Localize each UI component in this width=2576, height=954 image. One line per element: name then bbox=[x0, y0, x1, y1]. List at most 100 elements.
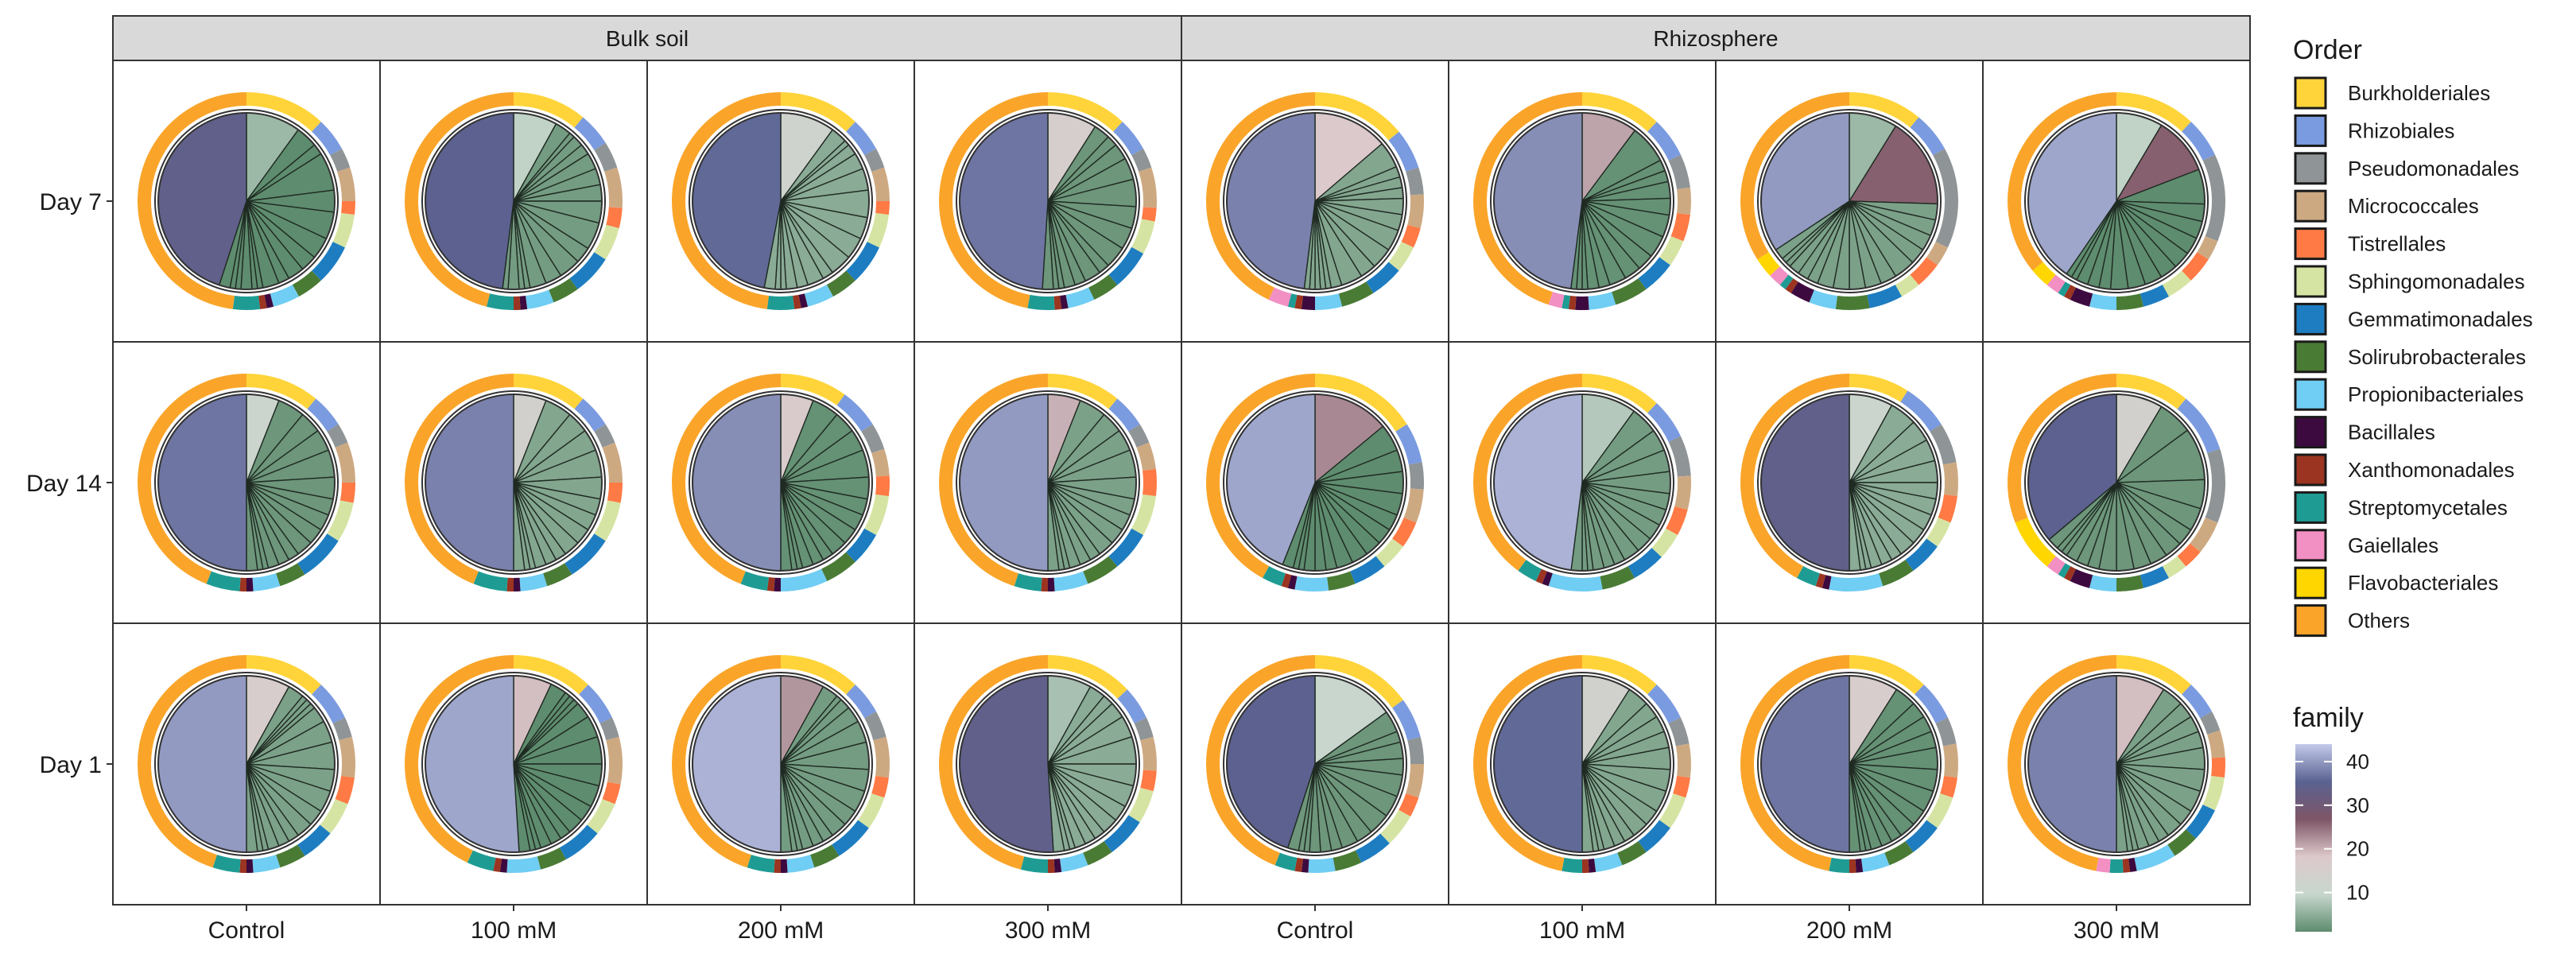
facet-strip-label: Rhizosphere bbox=[1653, 26, 1778, 51]
order-slice bbox=[1088, 274, 1118, 300]
order-slice bbox=[2032, 262, 2056, 285]
column-label: 100 mM bbox=[471, 917, 557, 944]
column-label: 100 mM bbox=[1539, 917, 1625, 944]
order-slice bbox=[341, 201, 355, 215]
order-slice bbox=[594, 142, 618, 172]
order-slice bbox=[1926, 793, 1953, 828]
order-slice bbox=[1627, 548, 1662, 579]
order-slice bbox=[1900, 390, 1942, 432]
order-slice bbox=[867, 213, 889, 248]
panel bbox=[1448, 341, 1717, 624]
legend-key bbox=[2294, 378, 2327, 411]
order-slice bbox=[1206, 92, 1315, 300]
order-slice bbox=[1338, 281, 1374, 307]
order-slice bbox=[339, 736, 356, 778]
order-slice bbox=[858, 793, 885, 828]
order-slice bbox=[1301, 859, 1309, 873]
order-slice bbox=[1048, 577, 1055, 591]
legend-key bbox=[2294, 114, 2327, 147]
order-slice bbox=[781, 655, 855, 695]
order-slice bbox=[1562, 294, 1570, 309]
order-slice bbox=[1406, 764, 1424, 798]
panel bbox=[1715, 622, 1984, 906]
order-slice bbox=[2162, 270, 2191, 297]
pie-outline bbox=[157, 675, 336, 853]
order-slice bbox=[1588, 859, 1596, 873]
order-slice bbox=[1131, 149, 1152, 172]
pie-outline bbox=[1493, 675, 1671, 853]
order-slice bbox=[2190, 518, 2218, 553]
order-slice bbox=[873, 736, 890, 778]
order-slice bbox=[607, 483, 623, 503]
order-slice bbox=[1548, 573, 1603, 591]
legend-key bbox=[2294, 76, 2327, 110]
order-slice bbox=[1048, 655, 1127, 699]
legend-label: Pseudomonadales bbox=[2348, 157, 2519, 180]
order-slice bbox=[1809, 289, 1837, 309]
order-slice bbox=[320, 799, 348, 834]
order-slice bbox=[939, 92, 1048, 308]
order-slice bbox=[1659, 793, 1686, 828]
panel bbox=[1448, 622, 1717, 906]
order-slice bbox=[2177, 543, 2201, 567]
order-slice bbox=[1915, 684, 1948, 723]
order-slice bbox=[1315, 293, 1343, 310]
order-slice bbox=[1117, 689, 1146, 723]
order-slice bbox=[821, 552, 855, 581]
order-slice bbox=[1131, 219, 1155, 254]
order-slice bbox=[766, 577, 775, 591]
order-slice bbox=[594, 500, 621, 541]
order-slice bbox=[1568, 296, 1577, 310]
order-slice bbox=[2140, 566, 2169, 588]
order-slice bbox=[1139, 167, 1157, 208]
order-slice bbox=[1206, 374, 1315, 579]
order-slice bbox=[1294, 576, 1329, 591]
order-slice bbox=[473, 571, 508, 591]
order-slice bbox=[875, 475, 890, 497]
order-slice bbox=[493, 857, 502, 872]
order-slice bbox=[2116, 293, 2144, 310]
order-slice bbox=[1861, 852, 1890, 872]
pie-outline bbox=[1760, 394, 1938, 572]
order-slice bbox=[1315, 374, 1407, 432]
order-slice bbox=[1327, 571, 1356, 591]
order-slice bbox=[1388, 242, 1414, 271]
order-slice bbox=[1407, 736, 1424, 764]
panel bbox=[1982, 622, 2251, 906]
order-slice bbox=[327, 500, 354, 541]
order-slice bbox=[564, 533, 606, 575]
order-slice bbox=[1020, 856, 1048, 873]
order-slice bbox=[1600, 566, 1635, 590]
order-slice bbox=[864, 712, 886, 741]
order-slice bbox=[871, 776, 889, 798]
order-slice bbox=[1108, 398, 1140, 432]
order-slice bbox=[312, 684, 345, 723]
order-slice bbox=[212, 855, 241, 873]
order-slice bbox=[569, 252, 606, 289]
order-slice bbox=[246, 655, 321, 695]
order-slice bbox=[871, 167, 890, 201]
order-slice bbox=[1884, 841, 1914, 866]
colorbar-label: 20 bbox=[2346, 837, 2369, 861]
order-slice bbox=[1027, 294, 1055, 310]
order-slice bbox=[1041, 577, 1048, 591]
order-slice bbox=[330, 149, 351, 172]
order-slice bbox=[1829, 857, 1849, 873]
order-slice bbox=[506, 856, 541, 874]
order-slice bbox=[579, 684, 612, 723]
legend-label: Flavobacteriales bbox=[2348, 571, 2498, 595]
order-slice bbox=[1740, 655, 1849, 871]
order-slice bbox=[1849, 92, 1919, 128]
order-slice bbox=[1675, 743, 1691, 778]
order-slice bbox=[1673, 776, 1690, 798]
order-slice bbox=[337, 167, 355, 201]
order-slice bbox=[1065, 287, 1095, 308]
order-slice bbox=[602, 442, 623, 483]
order-slice bbox=[672, 374, 781, 584]
order-slice bbox=[514, 296, 521, 311]
order-slice bbox=[1815, 573, 1826, 588]
panel bbox=[914, 622, 1182, 906]
order-slice bbox=[1594, 852, 1623, 872]
order-slice bbox=[1141, 207, 1157, 222]
legend-key bbox=[2294, 604, 2327, 638]
